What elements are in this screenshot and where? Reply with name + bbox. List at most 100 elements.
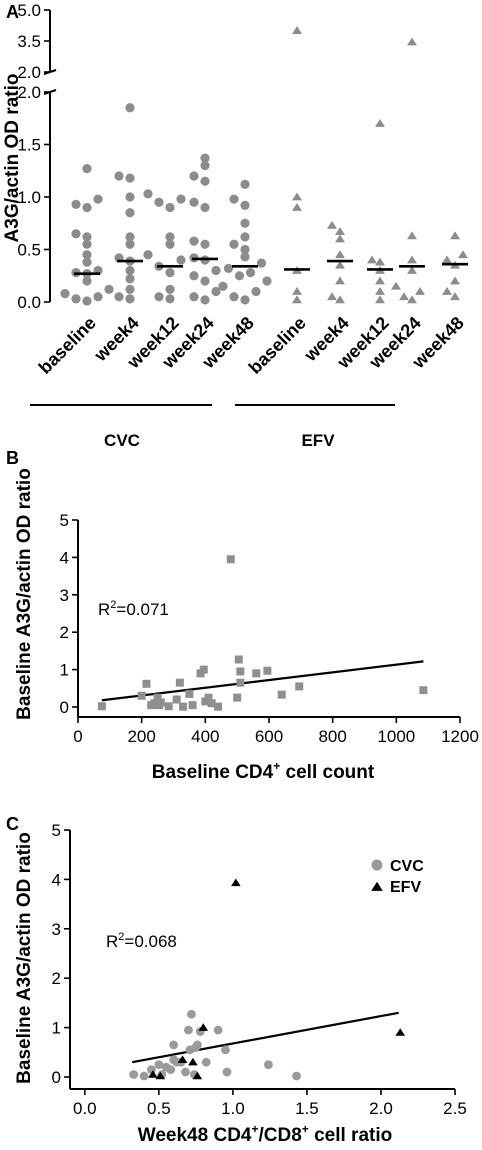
panel-a-y-tick-label: 2.0 [17,63,41,82]
panel-b-y-tick-label: 5 [60,511,69,530]
panel-b-y-axis-label: Baseline A3G/actin OD ratio [14,468,35,720]
panel-a-data-point [450,292,460,301]
panel-a-data-point [200,276,210,286]
panel-a-data-point [189,271,199,281]
panel-a-data-point [245,268,256,278]
panel-b-x-tick-label: 1200 [441,727,479,746]
panel-c-data-point-efv [188,1057,198,1066]
panel-a-data-point [71,294,81,304]
panel-a-data-point [125,284,135,294]
panel-a-data-point [125,192,135,202]
panel-a-data-point [154,292,164,302]
panel-c-data-point-efv [198,1023,209,1031]
panel-c-data-point-efv [231,878,241,887]
panel-c-data-point-cvc [166,1065,176,1074]
panel-b-data-point [263,666,272,675]
panel-c-regression-line [131,1011,399,1064]
panel-a-data-point [407,37,417,46]
panel-a-data-point [262,276,272,286]
panel-b-data-point [142,679,151,688]
panel-a-data-point [211,286,221,297]
panel-b-data-point [164,702,173,711]
panel-a-data-point [234,271,245,281]
panel-b-data-point [179,702,188,711]
panel-a-data-point [189,171,199,181]
panel-a-data-point [189,197,199,207]
panel-a-data-point [240,252,250,262]
panel-c-data-point-efv [155,1071,166,1080]
panel-b-x-tick-label: 200 [127,727,155,746]
panel-c-data-point-cvc [192,1040,202,1050]
panel-c-data-point-cvc [181,1067,190,1077]
panel-b-x-tick-label: 800 [318,727,346,746]
panel-a-data-point [125,208,135,218]
panel-a-data-point [114,171,124,181]
panel-c-r2-annotation: R2=0.068 [106,931,177,951]
panel-b-data-point [175,678,184,687]
panel-a-data-point [165,239,175,249]
panel-b-data-point [234,655,243,664]
panel-a-data-point [292,295,302,304]
panel-a-data-point [251,286,261,297]
panel-a-data-point [82,202,92,213]
panel-c-data-point-efv [192,1071,203,1080]
panel-a-data-point [211,265,221,276]
panel-c-x-tick-label: 0.0 [73,1099,97,1118]
panel-a-y-tick-label: 1.5 [17,136,41,155]
panel-a-data-point [82,250,92,260]
panel-a-data-point [240,218,250,228]
panel-a-data-point [229,194,239,204]
panel-c-x-tick-label: 0.5 [147,1099,171,1118]
panel-a-data-point [125,232,135,242]
panel-a-data-point [292,287,302,295]
panel-b-data-point [188,701,197,710]
panel-a-data-point [200,160,210,171]
panel-a-category-label: baseline [35,313,100,378]
panel-a-data-point [200,176,210,186]
legend-marker-efv [371,881,383,891]
panel-a-data-point [335,260,345,269]
panel-c-y-tick-label: 0 [52,1068,61,1087]
panel-b-y-tick-label: 1 [60,661,69,680]
panel-c-data-point-efv [395,1028,406,1036]
panel-a-data-point [114,292,124,302]
panel-b-data-point [97,702,106,711]
panel-a-data-point [125,294,135,304]
panel-a-data-point [240,200,250,210]
panel-b-x-tick-label: 600 [255,727,283,746]
panel-a-data-point [375,119,385,127]
panel-c-data-point-cvc [187,1009,196,1019]
panel-a-data-point [256,258,267,268]
panel-a-data-point [82,276,92,286]
panel-a-data-point [165,268,175,278]
panel-c-data-point-cvc [292,1071,301,1081]
panel-a-data-point [391,281,401,290]
panel-a-data-point [375,257,385,266]
panel-c-y-tick-label: 2 [52,969,61,988]
panel-b-x-axis-label: Baseline CD4+ cell count [152,759,375,783]
panel-b-y-tick-label: 0 [60,698,69,717]
panel-a-data-point [367,255,377,264]
panel-a-data-point [223,263,234,273]
panel-c-y-tick-label: 5 [52,821,61,840]
panel-a-data-point [450,276,460,285]
panel-c-y-tick-label: 3 [52,920,61,939]
panel-a-data-point [292,203,302,211]
panel-a-data-point [143,250,153,260]
panel-b-data-point [199,665,208,674]
panel-b-x-tick-label: 400 [191,727,219,746]
panel-a-y-tick-label: 3.5 [17,32,41,51]
panel-a-data-point [200,153,210,163]
panel-b-data-point [236,667,245,676]
panel-a-data-point [165,202,175,213]
panel-a-data-point [442,255,452,264]
panel-a-data-point [240,232,250,242]
panel-c-data-point-cvc [201,1057,211,1067]
panel-a-data-point [200,295,210,305]
panel-a-y-axis-label: A3G/actin OD ratio [2,74,23,243]
panel-a-y-tick-label: 0.0 [17,293,41,312]
panel-a-data-point [327,220,337,229]
panel-a-data-point [125,239,135,249]
panel-a-data-point [82,257,92,267]
panel-a-data-point [60,289,70,299]
